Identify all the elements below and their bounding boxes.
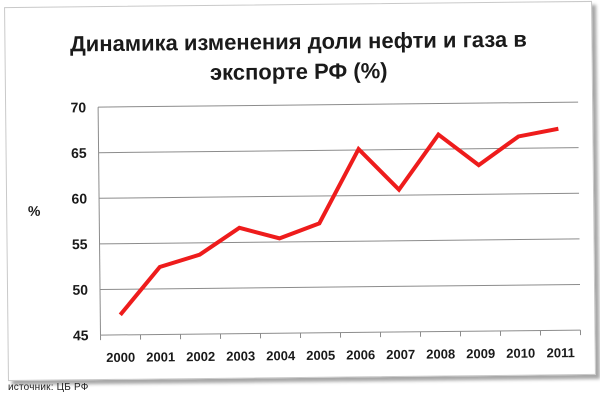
x-tick-label: 2005 [306, 348, 335, 363]
chart-frame: Динамика изменения доли нефти и газа в э… [4, 0, 596, 382]
x-tick-label: 2002 [186, 349, 215, 364]
gridline [100, 283, 580, 290]
y-axis-label: % [28, 203, 41, 219]
source-note: источник: ЦБ РФ [8, 382, 89, 393]
y-axis: 45 50 55 60 65 70 [70, 99, 101, 343]
x-tick-label: 2004 [266, 348, 296, 363]
gridline [99, 238, 580, 245]
y-tick-label: 45 [73, 327, 89, 343]
series-line [118, 126, 559, 317]
x-tick-label: 2011 [547, 345, 575, 360]
x-tick-label: 2009 [466, 346, 495, 361]
x-tick-label: 2001 [146, 349, 175, 364]
gridlines [98, 101, 581, 336]
x-tick-label: 2006 [346, 347, 375, 362]
x-tick-label: 2007 [386, 347, 415, 362]
gridline [99, 192, 580, 199]
y-tick-label: 55 [72, 236, 88, 252]
gridline [98, 147, 579, 154]
y-tick-label: 60 [71, 190, 87, 206]
y-tick-label: 70 [70, 99, 86, 115]
x-axis: 2000 2001 2002 2003 2004 2005 2006 2007 2008 2009… [99, 330, 582, 365]
y-tick-label: 50 [72, 282, 88, 298]
x-tick-label: 2000 [106, 350, 135, 365]
y-axis-line [97, 107, 101, 336]
x-tick-label: 2008 [426, 346, 455, 361]
plot-area [118, 126, 559, 317]
y-tick-label: 65 [71, 145, 87, 161]
x-tick-label: 2010 [506, 346, 535, 361]
gridline [98, 101, 579, 108]
x-tick-label: 2003 [226, 348, 255, 363]
